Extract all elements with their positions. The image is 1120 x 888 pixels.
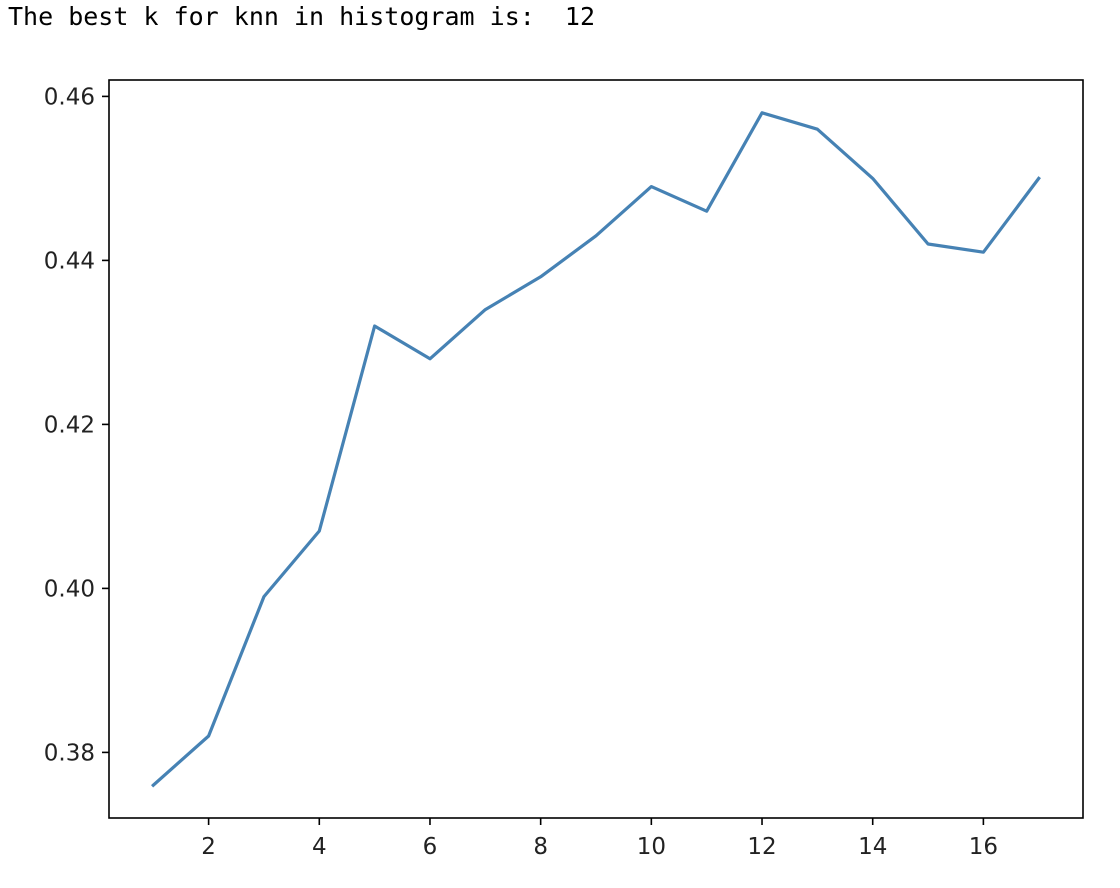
y-tick-label: 0.40 — [44, 576, 95, 602]
series-layer — [151, 111, 1041, 788]
x-tick-label: 10 — [637, 834, 666, 860]
x-tick-label: 16 — [969, 834, 998, 860]
x-tick-label: 2 — [201, 834, 216, 860]
x-axis: 2 4 6 8 10 12 14 16 — [201, 818, 998, 860]
x-tick-label: 6 — [423, 834, 438, 860]
x-tick-label: 4 — [312, 834, 327, 860]
x-tick-label: 8 — [533, 834, 548, 860]
series-line — [151, 111, 1041, 788]
y-tick-label: 0.42 — [44, 412, 95, 438]
y-tick-label: 0.44 — [44, 248, 95, 274]
x-tick-label: 12 — [747, 834, 776, 860]
y-tick-label: 0.46 — [44, 84, 95, 110]
plot-area — [108, 79, 1084, 819]
plot-frame — [108, 79, 1084, 819]
y-tick-label: 0.38 — [44, 740, 95, 766]
x-tick-label: 14 — [858, 834, 887, 860]
console-output-text: The best k for knn in histogram is: 12 — [8, 2, 595, 31]
y-axis: 0.38 0.40 0.42 0.44 0.46 — [44, 84, 109, 766]
